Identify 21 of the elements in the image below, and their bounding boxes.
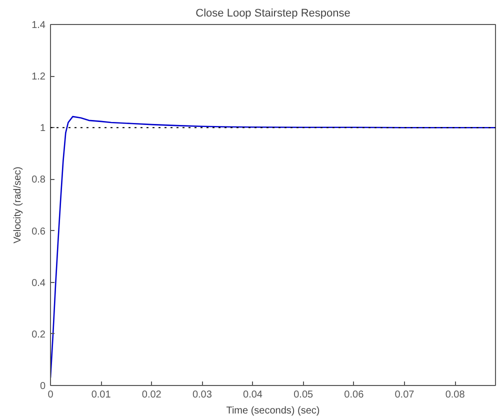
y-tick-label: 1.4 (32, 20, 46, 31)
x-tick-label: 0.08 (445, 390, 466, 400)
y-tick-label: 0.2 (32, 329, 46, 340)
x-tick-label: 0.05 (294, 390, 314, 400)
y-axis-title: Velocity (rad/sec) (12, 166, 24, 244)
x-axis-title: Time (seconds) (sec) (226, 406, 320, 416)
x-tick-label: 0.07 (394, 390, 415, 400)
chart-title: Close Loop Stairstep Response (196, 8, 350, 20)
x-tick-label: 0 (48, 390, 54, 400)
x-tick-label: 0.02 (142, 390, 162, 400)
y-tick-label: 0.6 (32, 226, 46, 238)
x-tick-label: 0.06 (344, 390, 364, 400)
y-tick-label: 1.2 (32, 72, 46, 83)
x-tick-label: 0.03 (192, 390, 212, 400)
x-tick-label: 0.04 (243, 390, 263, 400)
y-tick-label: 1 (40, 123, 46, 134)
y-tick-label: 0.8 (32, 174, 46, 186)
x-tick-label: 0.01 (91, 390, 112, 400)
line-series (50, 116, 496, 378)
y-tick-label: 0.4 (32, 278, 46, 289)
y-tick-label: 0 (40, 381, 46, 392)
